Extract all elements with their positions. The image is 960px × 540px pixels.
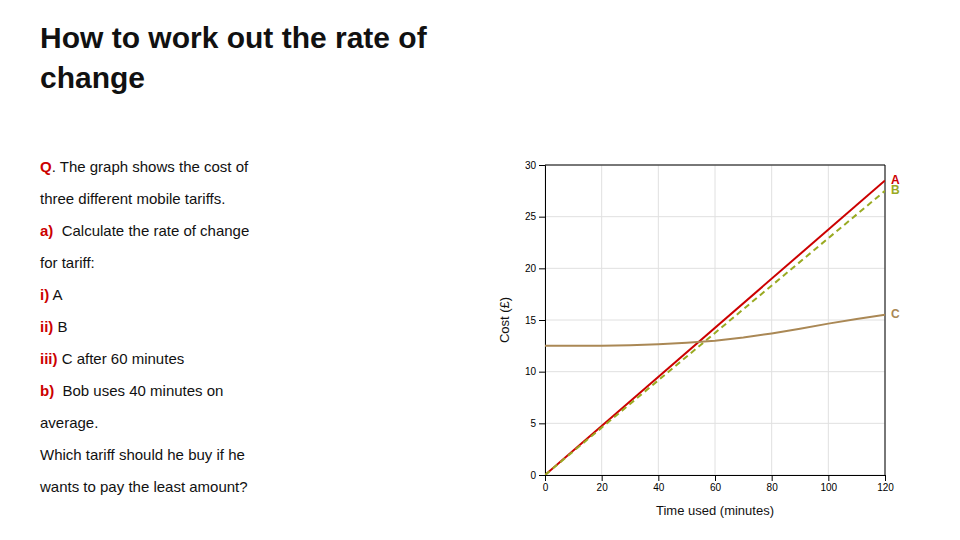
annotation-line: iii) C after 60 minutes	[40, 350, 184, 367]
annotations: Q. The graph shows the cost of three diff…	[39, 158, 249, 495]
line-labels: ABC	[891, 173, 900, 321]
tick-mark	[885, 475, 886, 481]
annotation-part: A	[49, 286, 62, 303]
grid-line	[545, 320, 885, 321]
title: How to work out the rate of	[40, 21, 428, 54]
tick: 25	[525, 211, 545, 222]
y-axis-title: Cost (£)	[497, 297, 512, 343]
tick-label: 100	[820, 482, 837, 493]
tick: 20	[597, 475, 609, 493]
grid-line	[545, 371, 885, 372]
annotation-part: i)	[40, 286, 49, 303]
tick-mark	[539, 423, 545, 424]
plot: 0 20 40 60 80 100 120 0 5 10 15 20 25 30	[525, 160, 894, 493]
tick-label: 15	[525, 315, 537, 326]
annotation-part: three different mobile tariffs.	[40, 190, 225, 207]
axis-line	[546, 476, 886, 482]
tick: 15	[525, 315, 545, 326]
tick-label: 80	[767, 482, 779, 493]
annotation-part: Calculate the rate of change	[53, 222, 249, 239]
axis-line	[539, 166, 546, 476]
grid-line	[545, 268, 885, 269]
annotation-part: . The graph shows the cost of	[52, 158, 249, 175]
tick: 10	[525, 366, 545, 377]
annotation-line: i) A	[40, 286, 63, 303]
grid-line	[885, 165, 886, 475]
marks	[545, 181, 885, 476]
annotation-part: a)	[40, 222, 53, 239]
annotation-line: a) Calculate the rate of change	[40, 222, 249, 239]
title: change	[40, 61, 145, 94]
series-line	[545, 191, 885, 475]
annotation-part: C after 60 minutes	[58, 350, 185, 367]
frame	[545, 165, 885, 166]
annotation-line: for tariff:	[40, 254, 95, 271]
annotation-part: ii)	[40, 318, 53, 335]
tick-mark	[539, 268, 545, 269]
tick-label: 5	[530, 418, 536, 429]
tick-mark	[539, 217, 545, 218]
tick: 0	[530, 470, 545, 481]
series-line	[545, 181, 885, 476]
annotation-line: b) Bob uses 40 minutes on	[40, 382, 223, 399]
tick-label: 10	[525, 366, 537, 377]
tick-mark	[658, 475, 659, 481]
annotation-part: Q	[40, 158, 52, 175]
frame	[885, 165, 886, 475]
tick-mark	[828, 475, 829, 481]
tick-label: 0	[543, 482, 549, 493]
tick-label: 30	[525, 160, 537, 171]
annotation-part: b)	[40, 382, 54, 399]
annotation-line: average.	[40, 414, 98, 431]
tick-label: 60	[710, 482, 722, 493]
tick-label: 40	[653, 482, 665, 493]
annotation-part: average.	[40, 414, 98, 431]
annotation-part: for tariff:	[40, 254, 95, 271]
tick-mark	[772, 475, 773, 481]
annotation-part: B	[53, 318, 67, 335]
tick: 100	[820, 475, 837, 493]
line-label: C	[891, 307, 900, 321]
tick-label: 25	[525, 211, 537, 222]
annotation-part: Bob uses 40 minutes on	[54, 382, 223, 399]
annotation-part: iii)	[40, 350, 58, 367]
tick: 60	[710, 475, 722, 493]
annotation-line: wants to pay the least amount?	[39, 478, 248, 495]
tick-mark	[715, 475, 716, 481]
grid	[545, 165, 885, 475]
tick-mark	[539, 165, 545, 166]
annotation-line: Which tariff should he buy if he	[40, 446, 245, 463]
chart: How to work out the rate of change Q. The …	[0, 0, 960, 540]
tick-mark	[539, 372, 545, 373]
tick: 80	[767, 475, 779, 493]
annotation-part: wants to pay the least amount?	[39, 478, 248, 495]
annotation-line: Q. The graph shows the cost of	[40, 158, 249, 175]
tick-label: 120	[877, 482, 894, 493]
line-label: B	[891, 183, 900, 197]
tick: 5	[530, 418, 545, 429]
annotation-part: Which tariff should he buy if he	[40, 446, 245, 463]
tick-label: 0	[530, 470, 536, 481]
annotation-line: ii) B	[40, 318, 68, 335]
x-axis: 0 20 40 60 80 100 120	[543, 475, 895, 493]
tick: 30	[525, 160, 545, 171]
tick: 120	[877, 475, 894, 493]
grid-line	[545, 216, 885, 217]
grid-line	[545, 423, 885, 424]
y-axis: 0 5 10 15 20 25 30	[525, 160, 546, 481]
x-axis-title: Time used (minutes)	[656, 503, 774, 518]
tick: 20	[525, 263, 545, 274]
tick-mark	[539, 320, 545, 321]
tick: 40	[653, 475, 665, 493]
tick-mark	[602, 475, 603, 481]
tick-label: 20	[597, 482, 609, 493]
tick-mark	[539, 475, 545, 476]
series-line	[545, 315, 885, 346]
tick: 0	[543, 475, 549, 493]
annotation-line: three different mobile tariffs.	[40, 190, 225, 207]
tick-label: 20	[525, 263, 537, 274]
title-group: How to work out the rate of change	[40, 21, 428, 94]
grid-line	[545, 165, 885, 166]
